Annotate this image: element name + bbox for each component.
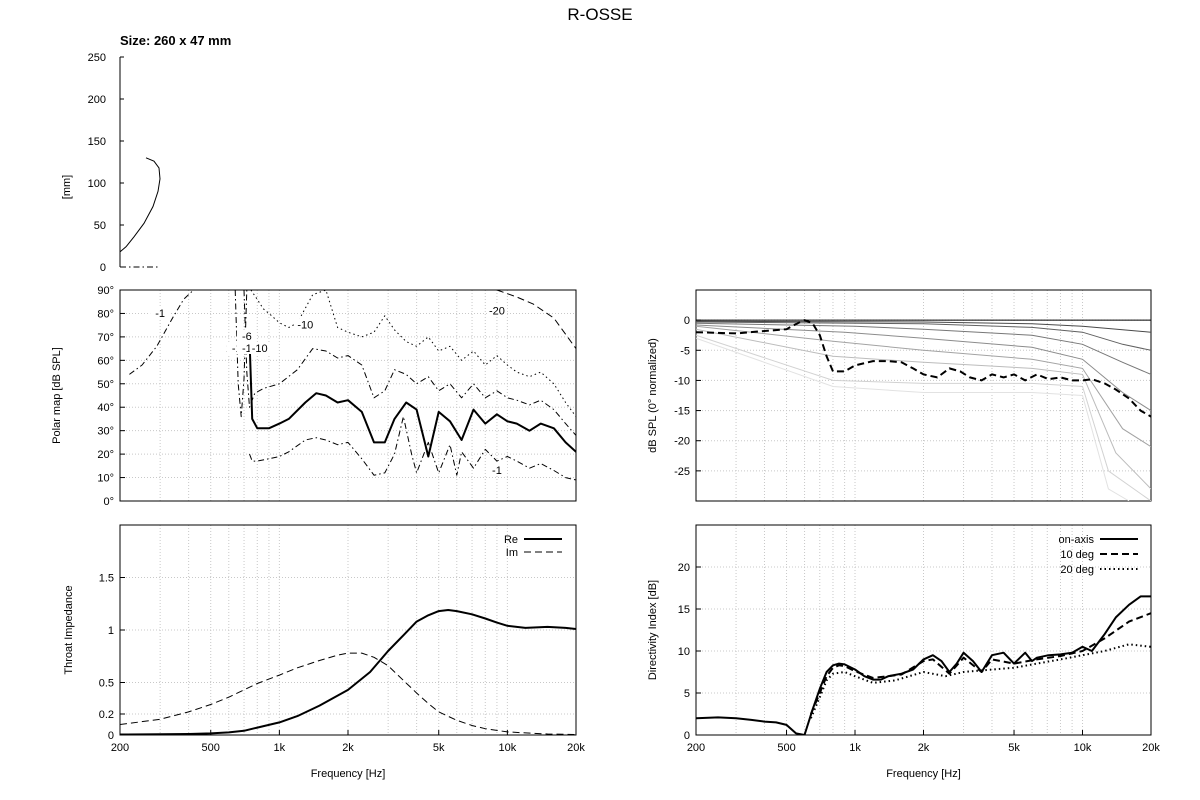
polar-map-ytick-label: 10°	[97, 473, 114, 485]
polar-contour-label-bg	[150, 306, 171, 319]
polar-map-ytick-label: 60°	[97, 355, 114, 367]
profile-series-0	[119, 157, 161, 253]
polar-contour-label: -1	[242, 343, 252, 355]
impedance-ylabel: Throat Impedance	[63, 585, 75, 674]
directivity-ytick-label: 0	[684, 730, 690, 742]
normalized-spl-series-0	[696, 319, 1151, 418]
impedance-xtick-label: 2k	[342, 742, 354, 754]
impedance-series-1	[120, 652, 576, 735]
polar-map-ytick-label: 80°	[97, 308, 114, 320]
directivity-xtick-label: 200	[687, 742, 705, 754]
profile-ylabel: [mm]	[61, 175, 73, 199]
normalized-spl-ytick-label: -15	[674, 406, 690, 418]
profile-ytick-label: 250	[88, 52, 106, 64]
directivity-legend-label: 10 deg	[1060, 549, 1094, 561]
normalized-spl-angle-curve-7	[696, 320, 1151, 333]
impedance-ytick-label: 0.5	[99, 678, 114, 690]
profile-ytick-label: 150	[88, 136, 106, 148]
normalized-spl-angle-curve-5	[696, 322, 1151, 375]
polar-contour-label-bg	[486, 304, 507, 317]
impedance-xlabel: Frequency [Hz]	[311, 768, 386, 780]
normalized-spl-angle-curve-4	[696, 324, 1151, 412]
polar-map-ytick-label: 30°	[97, 426, 114, 438]
page-title: R-OSSE	[567, 5, 633, 24]
impedance-xtick-label: 5k	[433, 742, 445, 754]
polar-contour-label-bg	[249, 341, 270, 354]
profile-ytick-label: 0	[100, 262, 106, 274]
polar-contour-label: -10	[297, 320, 313, 332]
normalized-spl-ytick-label: -25	[674, 466, 690, 478]
impedance-series-0	[120, 609, 576, 735]
polar-map-frame	[119, 289, 577, 502]
impedance-ytick-label: 0	[108, 730, 114, 742]
directivity-ytick-label: 10	[678, 646, 690, 658]
impedance-xtick-label: 1k	[274, 742, 286, 754]
impedance-ytick-label: 0.2	[99, 709, 114, 721]
polar-map-ytick-label: 70°	[97, 332, 114, 344]
polar-contour-label: -20	[489, 305, 505, 317]
polar-map-series-4	[250, 290, 576, 418]
directivity-legend-label: on-axis	[1059, 534, 1095, 546]
directivity-series-1	[809, 612, 1151, 715]
polar-contour-label: -10	[252, 343, 268, 355]
directivity-xtick-label: 10k	[1074, 742, 1092, 754]
normalized-spl-ytick-label: 0	[684, 315, 690, 327]
normalized-spl-frame	[695, 289, 1152, 502]
normalized-spl-angle-curve-2	[696, 328, 1151, 490]
normalized-spl-angle-curve-6	[696, 321, 1151, 351]
directivity-ytick-label: 15	[678, 604, 690, 616]
directivity-ytick-label: 20	[678, 562, 690, 574]
impedance-xtick-label: 10k	[498, 742, 516, 754]
directivity-ytick-label: 5	[684, 688, 690, 700]
impedance-ytick-label: 1	[108, 625, 114, 637]
polar-map-ylabel: Polar map [dB SPL]	[51, 347, 63, 444]
polar-map-ytick-label: 40°	[97, 402, 114, 414]
normalized-spl-angle-curve-1	[696, 334, 1151, 501]
polar-contour-label: -6	[242, 331, 252, 343]
impedance-xtick-label: 20k	[567, 742, 585, 754]
directivity-xlabel: Frequency [Hz]	[886, 768, 961, 780]
polar-map-ytick-label: 50°	[97, 379, 114, 391]
profile-ytick-label: 100	[88, 178, 106, 190]
polar-contour-label-bg	[295, 318, 316, 331]
polar-map-ytick-label: 90°	[97, 285, 114, 297]
polar-map-series-5	[249, 416, 576, 481]
directivity-xtick-label: 20k	[1142, 742, 1160, 754]
size-label: Size: 260 x 47 mm	[120, 33, 232, 48]
polar-map-series-3	[243, 290, 576, 437]
polar-map-series-6	[496, 290, 576, 350]
normalized-spl-ytick-label: -10	[674, 375, 690, 387]
impedance-ytick-label: 1.5	[99, 573, 114, 585]
polar-contour-label: -1	[492, 465, 502, 477]
polar-contour-label-bg	[486, 463, 507, 476]
normalized-spl-angle-curve-3	[696, 325, 1151, 448]
normalized-spl-ytick-label: -20	[674, 436, 690, 448]
polar-map-series-0	[248, 339, 576, 458]
polar-map-ytick-label: 0°	[103, 496, 114, 508]
polar-map-ytick-label: 20°	[97, 449, 114, 461]
impedance-xtick-label: 200	[111, 742, 129, 754]
directivity-xtick-label: 1k	[849, 742, 861, 754]
directivity-legend-label: 20 deg	[1060, 564, 1094, 576]
normalized-spl-angle-curve-0	[696, 337, 1130, 501]
directivity-xtick-label: 500	[777, 742, 795, 754]
polar-map-series-1	[129, 290, 194, 375]
directivity-ylabel: Directivity Index [dB]	[647, 580, 659, 680]
polar-contour-label: -1	[155, 308, 165, 320]
normalized-spl-ytick-label: -5	[680, 345, 690, 357]
normalized-spl-ylabel: dB SPL (0° normalized)	[647, 338, 659, 453]
directivity-xtick-label: 2k	[918, 742, 930, 754]
impedance-legend-label: Re	[504, 534, 518, 546]
profile-ytick-label: 50	[94, 220, 106, 232]
directivity-series-0	[696, 595, 1151, 735]
polar-contour-label-bg	[236, 330, 257, 343]
directivity-series-2	[809, 643, 1151, 719]
profile-ytick-label: 200	[88, 94, 106, 106]
impedance-xtick-label: 500	[202, 742, 220, 754]
polar-contour-label: -1	[232, 343, 242, 355]
directivity-xtick-label: 5k	[1008, 742, 1020, 754]
impedance-legend-label: Im	[506, 547, 518, 559]
